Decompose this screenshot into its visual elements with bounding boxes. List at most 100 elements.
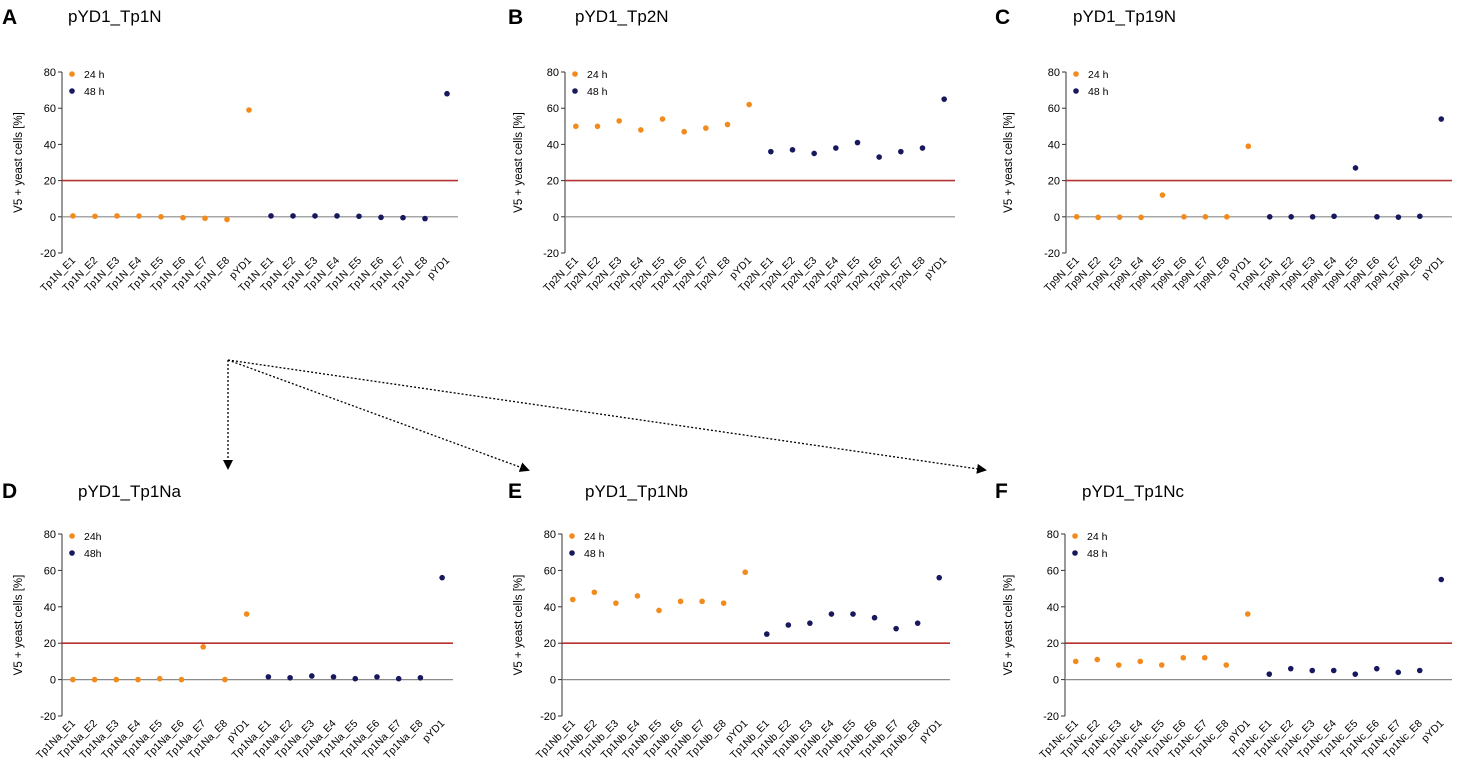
panel-letter: D <box>2 480 17 503</box>
data-point-24h <box>158 214 164 220</box>
x-tick-label: pYD1 <box>420 718 447 745</box>
data-point-24h <box>656 607 662 614</box>
data-point-24h <box>222 676 228 683</box>
y-tick-label: 20 <box>544 638 556 650</box>
data-point-48h <box>1287 665 1294 672</box>
panel-title: pYD1_Tp1N <box>68 7 162 26</box>
y-tick-label: 80 <box>44 529 56 541</box>
y-tick-label: 40 <box>544 602 556 614</box>
data-point-24h <box>1116 214 1123 220</box>
panel-title: pYD1_Tp1Nb <box>585 482 688 501</box>
legend-entry: 24h <box>84 531 102 543</box>
y-tick-label: 0 <box>553 212 559 224</box>
data-point-48h <box>1331 213 1337 220</box>
data-point-48h <box>854 139 861 146</box>
data-point-24h <box>634 593 641 599</box>
data-point-24h <box>246 107 252 113</box>
data-point-24h <box>638 127 644 133</box>
panel-title: pYD1_Tp1Na <box>78 482 182 501</box>
y-tick-label: 0 <box>550 675 556 687</box>
data-point-24h <box>746 101 752 108</box>
data-point-48h <box>1352 165 1359 171</box>
data-point-48h <box>914 620 921 626</box>
data-point-24h <box>243 611 250 617</box>
panel-letter: A <box>2 6 17 29</box>
data-point-24h <box>591 589 598 596</box>
data-point-24h <box>724 121 731 128</box>
data-point-48h <box>417 674 424 681</box>
legend-entry: 48 h <box>584 548 605 560</box>
data-point-24h <box>1073 214 1080 220</box>
legend-entry: 48 h <box>1087 548 1108 560</box>
data-point-24h <box>1158 662 1165 668</box>
data-point-48h <box>378 214 384 221</box>
data-point-48h <box>1330 667 1337 674</box>
y-tick-label: 0 <box>50 675 56 687</box>
data-point-24h <box>1244 611 1251 617</box>
data-point-48h <box>400 214 406 221</box>
data-point-48h <box>374 674 380 680</box>
data-point-24h <box>1095 214 1101 221</box>
legend-marker <box>569 533 575 539</box>
y-tick-label: 80 <box>1047 529 1059 541</box>
data-point-24h <box>70 213 76 219</box>
y-tick-label: 40 <box>44 602 56 614</box>
y-axis-title: V5 + yeast cells [%] <box>13 112 25 213</box>
y-tick-label: -20 <box>40 711 56 723</box>
data-point-48h <box>268 213 274 219</box>
y-tick-label: 60 <box>544 565 556 577</box>
x-tick-label: pYD1 <box>917 718 944 745</box>
data-point-48h <box>290 213 296 219</box>
y-tick-label: 20 <box>44 638 56 650</box>
data-point-24h <box>178 676 185 683</box>
data-point-48h <box>352 675 359 682</box>
x-tick-label: pYD1 <box>425 255 452 282</box>
panel-title: pYD1_Tp1Nc <box>1082 482 1185 501</box>
y-tick-label: 80 <box>547 67 559 79</box>
data-point-24h <box>1223 662 1230 668</box>
data-point-48h <box>876 154 882 160</box>
data-point-24h <box>114 213 120 219</box>
y-axis-title: V5 + yeast cells [%] <box>1003 575 1015 676</box>
y-tick-label: 60 <box>1047 565 1059 577</box>
y-tick-label: -20 <box>1043 711 1059 723</box>
y-tick-label: 20 <box>1048 176 1060 188</box>
y-tick-label: 20 <box>1047 638 1059 650</box>
data-point-48h <box>1395 669 1402 676</box>
y-tick-label: -20 <box>1044 248 1060 260</box>
data-point-24h <box>699 598 705 605</box>
data-point-48h <box>1266 671 1273 677</box>
data-point-24h <box>224 216 230 223</box>
data-point-24h <box>92 213 98 220</box>
panel-title: pYD1_Tp19N <box>1073 7 1176 26</box>
y-axis-title: V5 + yeast cells [%] <box>13 575 25 676</box>
data-point-24h <box>1181 214 1187 220</box>
x-tick-label: pYD1 <box>922 255 949 282</box>
data-point-48h <box>807 620 813 626</box>
data-point-48h <box>395 675 402 682</box>
data-point-24h <box>616 118 622 124</box>
data-point-48h <box>439 574 445 581</box>
legend-marker <box>572 88 578 94</box>
data-point-24h <box>200 644 206 650</box>
data-point-24h <box>1202 214 1209 220</box>
legend-marker <box>69 533 75 539</box>
data-point-48h <box>850 611 856 617</box>
data-point-24h <box>1115 662 1122 668</box>
data-point-24h <box>1201 654 1208 661</box>
data-point-48h <box>1438 116 1445 122</box>
legend-entry: 24 h <box>1087 531 1108 543</box>
y-axis-title: V5 + yeast cells [%] <box>513 112 525 213</box>
data-point-24h <box>594 123 601 130</box>
y-axis-title: V5 + yeast cells [%] <box>1003 112 1015 213</box>
data-point-24h <box>1094 656 1101 663</box>
data-point-48h <box>444 90 450 97</box>
y-tick-label: 0 <box>1054 212 1060 224</box>
legend-marker <box>69 71 75 77</box>
data-point-48h <box>1416 667 1423 674</box>
y-axis-title: V5 + yeast cells [%] <box>513 575 525 676</box>
data-point-48h <box>1395 214 1402 220</box>
data-point-24h <box>135 676 141 683</box>
